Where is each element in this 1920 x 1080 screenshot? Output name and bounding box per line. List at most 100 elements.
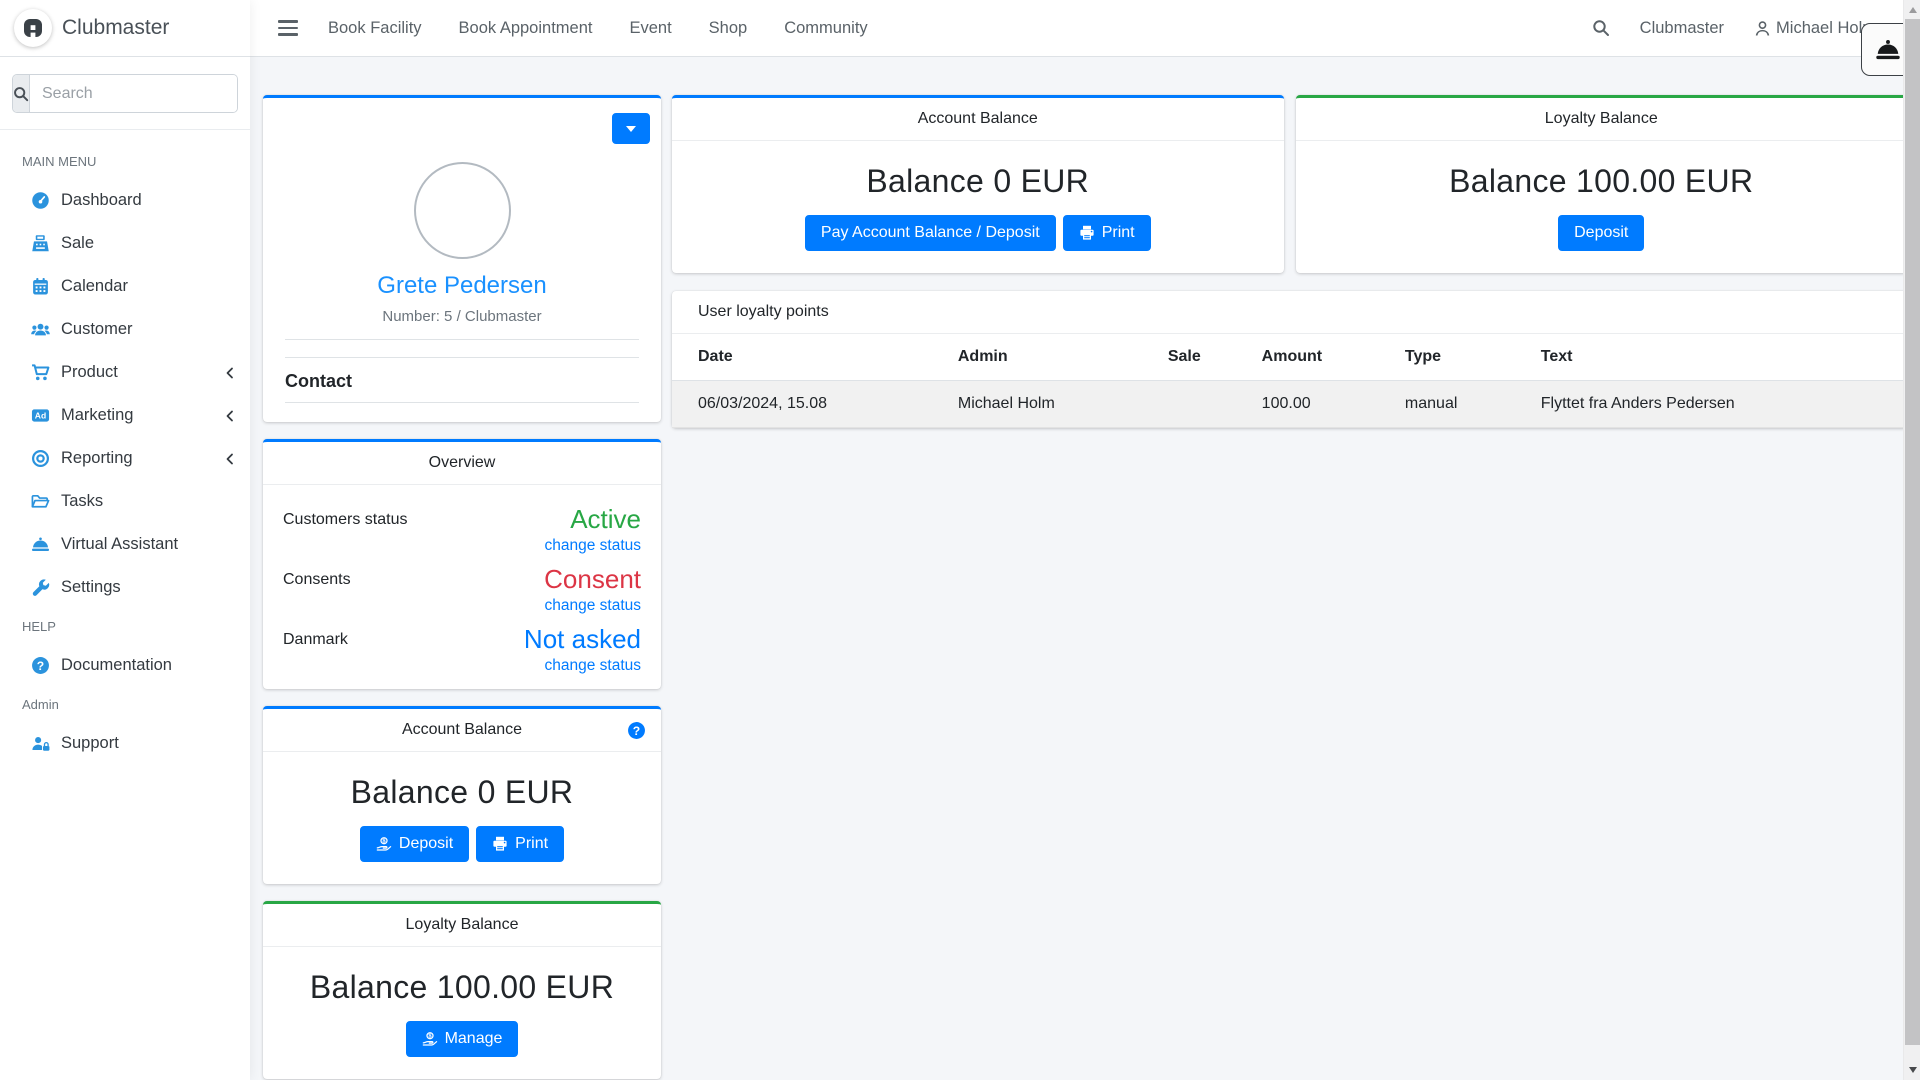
status-value: Not asked (523, 624, 641, 654)
profile-subtitle: Number: 5 / Clubmaster (382, 308, 542, 325)
print-button[interactable]: Print (476, 826, 565, 862)
sidebar-item-customer[interactable]: Customer (0, 308, 250, 351)
overview-label: Customers status (283, 511, 408, 528)
nav-section-main: MAIN MENU (22, 154, 97, 169)
folder-open-icon (28, 492, 52, 511)
chevron-left-icon (224, 452, 236, 466)
svg-text:$: $ (428, 1034, 432, 1040)
hamburger-menu-icon[interactable] (272, 12, 304, 43)
sidebar-item-label: Reporting (61, 449, 133, 467)
sidebar-item-reporting[interactable]: Reporting (0, 437, 250, 480)
change-status-link[interactable]: change status (544, 537, 641, 554)
loyalty-balance-side-amount: Balance 100.00 EUR (309, 969, 615, 1005)
nav-link-clubmaster[interactable]: Clubmaster (1639, 18, 1725, 37)
sidebar-item-label: Support (61, 734, 119, 752)
search-icon[interactable] (13, 75, 30, 112)
sidebar-item-label: Dashboard (61, 191, 142, 209)
scrollbar-up-arrow[interactable] (1904, 1, 1920, 18)
nav-link-book-appointment[interactable]: Book Appointment (458, 18, 593, 37)
user-loyalty-points-title: User loyalty points (672, 291, 1907, 334)
column-header-amount: Amount (1253, 334, 1397, 381)
loyalty-balance-main-title: Loyalty Balance (1295, 98, 1907, 141)
nav-link-community[interactable]: Community (784, 18, 868, 37)
avatar (413, 162, 511, 259)
pay-account-balance-deposit-button[interactable]: Pay Account Balance / Deposit (804, 215, 1056, 251)
overview-card: Overview Customers status Active change … (263, 439, 661, 689)
sidebar-item-dashboard[interactable]: Dashboard (0, 179, 250, 222)
sidebar-item-tasks[interactable]: Tasks (0, 480, 250, 523)
help-question-circle-icon[interactable]: ? (627, 721, 646, 745)
profile-actions-dropdown-button[interactable] (612, 113, 650, 144)
sidebar-item-product[interactable]: Product (0, 351, 250, 394)
table-row: 06/03/2024, 15.08 Michael Holm 100.00 ma… (672, 380, 1907, 428)
nav-link-event[interactable]: Event (629, 18, 672, 37)
users-icon (28, 320, 52, 339)
sidebar-item-documentation[interactable]: ? Documentation (0, 644, 250, 687)
overview-row-danmark: Danmark Not asked change status (283, 624, 641, 675)
question-circle-icon: ? (28, 656, 52, 675)
scrollbar-down-arrow[interactable] (1904, 1061, 1920, 1078)
account-balance-side-card: Account Balance ? Balance 0 EUR $ Deposi… (263, 706, 661, 884)
sidebar-item-label: Calendar (61, 277, 128, 295)
sidebar-item-label: Virtual Assistant (61, 535, 179, 553)
person-icon (1754, 20, 1771, 37)
column-header-text: Text (1532, 334, 1907, 381)
overview-row-consents: Consents Consent change status (283, 564, 641, 615)
account-balance-side-amount: Balance 0 EUR (350, 774, 574, 810)
change-status-link[interactable]: change status (544, 657, 641, 674)
sidebar-item-settings[interactable]: Settings (0, 566, 250, 609)
brand-name: Clubmaster (62, 16, 170, 39)
search-icon[interactable] (1592, 19, 1610, 37)
hand-holding-usd-icon: $ (422, 1032, 437, 1046)
deposit-button[interactable]: Deposit (1558, 215, 1645, 251)
chevron-left-icon (224, 409, 236, 423)
manage-button[interactable]: $ Manage (405, 1021, 519, 1057)
loyalty-balance-side-title: Loyalty Balance (263, 904, 661, 947)
column-header-admin: Admin (949, 334, 1160, 381)
deposit-button[interactable]: $ Deposit (359, 826, 470, 862)
cell-sale (1160, 381, 1254, 428)
svg-text:Ad: Ad (34, 411, 45, 421)
bullseye-icon (28, 449, 52, 468)
scrollbar-thumb[interactable] (1905, 19, 1920, 1045)
search-input[interactable] (30, 75, 237, 112)
printer-icon (493, 836, 507, 851)
change-status-link[interactable]: change status (544, 597, 641, 614)
sidebar-item-calendar[interactable]: Calendar (0, 265, 250, 308)
vertical-scrollbar[interactable] (1903, 0, 1920, 1080)
column-header-date: Date (672, 334, 950, 381)
svg-text:$: $ (382, 839, 386, 845)
sidebar-item-label: Customer (61, 320, 133, 338)
sidebar-item-label: Settings (61, 578, 121, 596)
tachometer-icon (28, 191, 52, 210)
cloche-icon (28, 535, 52, 554)
nav-link-book-facility[interactable]: Book Facility (328, 18, 422, 37)
sidebar-item-support[interactable]: Support (0, 722, 250, 765)
cart-icon (28, 363, 52, 382)
loyalty-balance-side-card: Loyalty Balance Balance 100.00 EUR $ Man… (263, 901, 661, 1079)
sidebar-item-label: Tasks (61, 492, 104, 510)
sidebar-item-virtual-assistant[interactable]: Virtual Assistant (0, 523, 250, 566)
account-balance-main-title: Account Balance (672, 98, 1284, 141)
cell-admin: Michael Holm (957, 395, 1055, 412)
user-name: Michael Holm (1776, 18, 1876, 37)
sidebar-search (0, 57, 250, 130)
print-button[interactable]: Print (1062, 215, 1151, 251)
loyalty-points-table: Date Admin Sale Amount Type Text 06/03/2… (672, 334, 1907, 428)
profile-name: Grete Pedersen (377, 272, 547, 299)
caret-down-icon (626, 125, 636, 132)
nav-link-shop[interactable]: Shop (708, 18, 748, 37)
sidebar-nav: MAIN MENU Dashboard Sale Calendar Custom… (0, 130, 250, 1080)
sidebar-item-label: Sale (61, 234, 95, 252)
account-balance-side-title: Account Balance (401, 721, 523, 738)
sidebar-item-marketing[interactable]: Ad Marketing (0, 394, 250, 437)
cell-amount: 100.00 (1261, 395, 1311, 412)
column-header-sale: Sale (1159, 334, 1254, 381)
user-loyalty-points-card: User loyalty points Date Admin Sale Amou… (672, 291, 1907, 428)
sidebar-item-label: Product (61, 363, 118, 381)
sidebar-item-label: Marketing (61, 406, 134, 424)
user-menu[interactable]: Michael Holm (1754, 19, 1876, 38)
brand[interactable]: Clubmaster (0, 0, 250, 57)
account-balance-main-amount: Balance 0 EUR (866, 163, 1090, 199)
sidebar-item-sale[interactable]: Sale (0, 222, 250, 265)
